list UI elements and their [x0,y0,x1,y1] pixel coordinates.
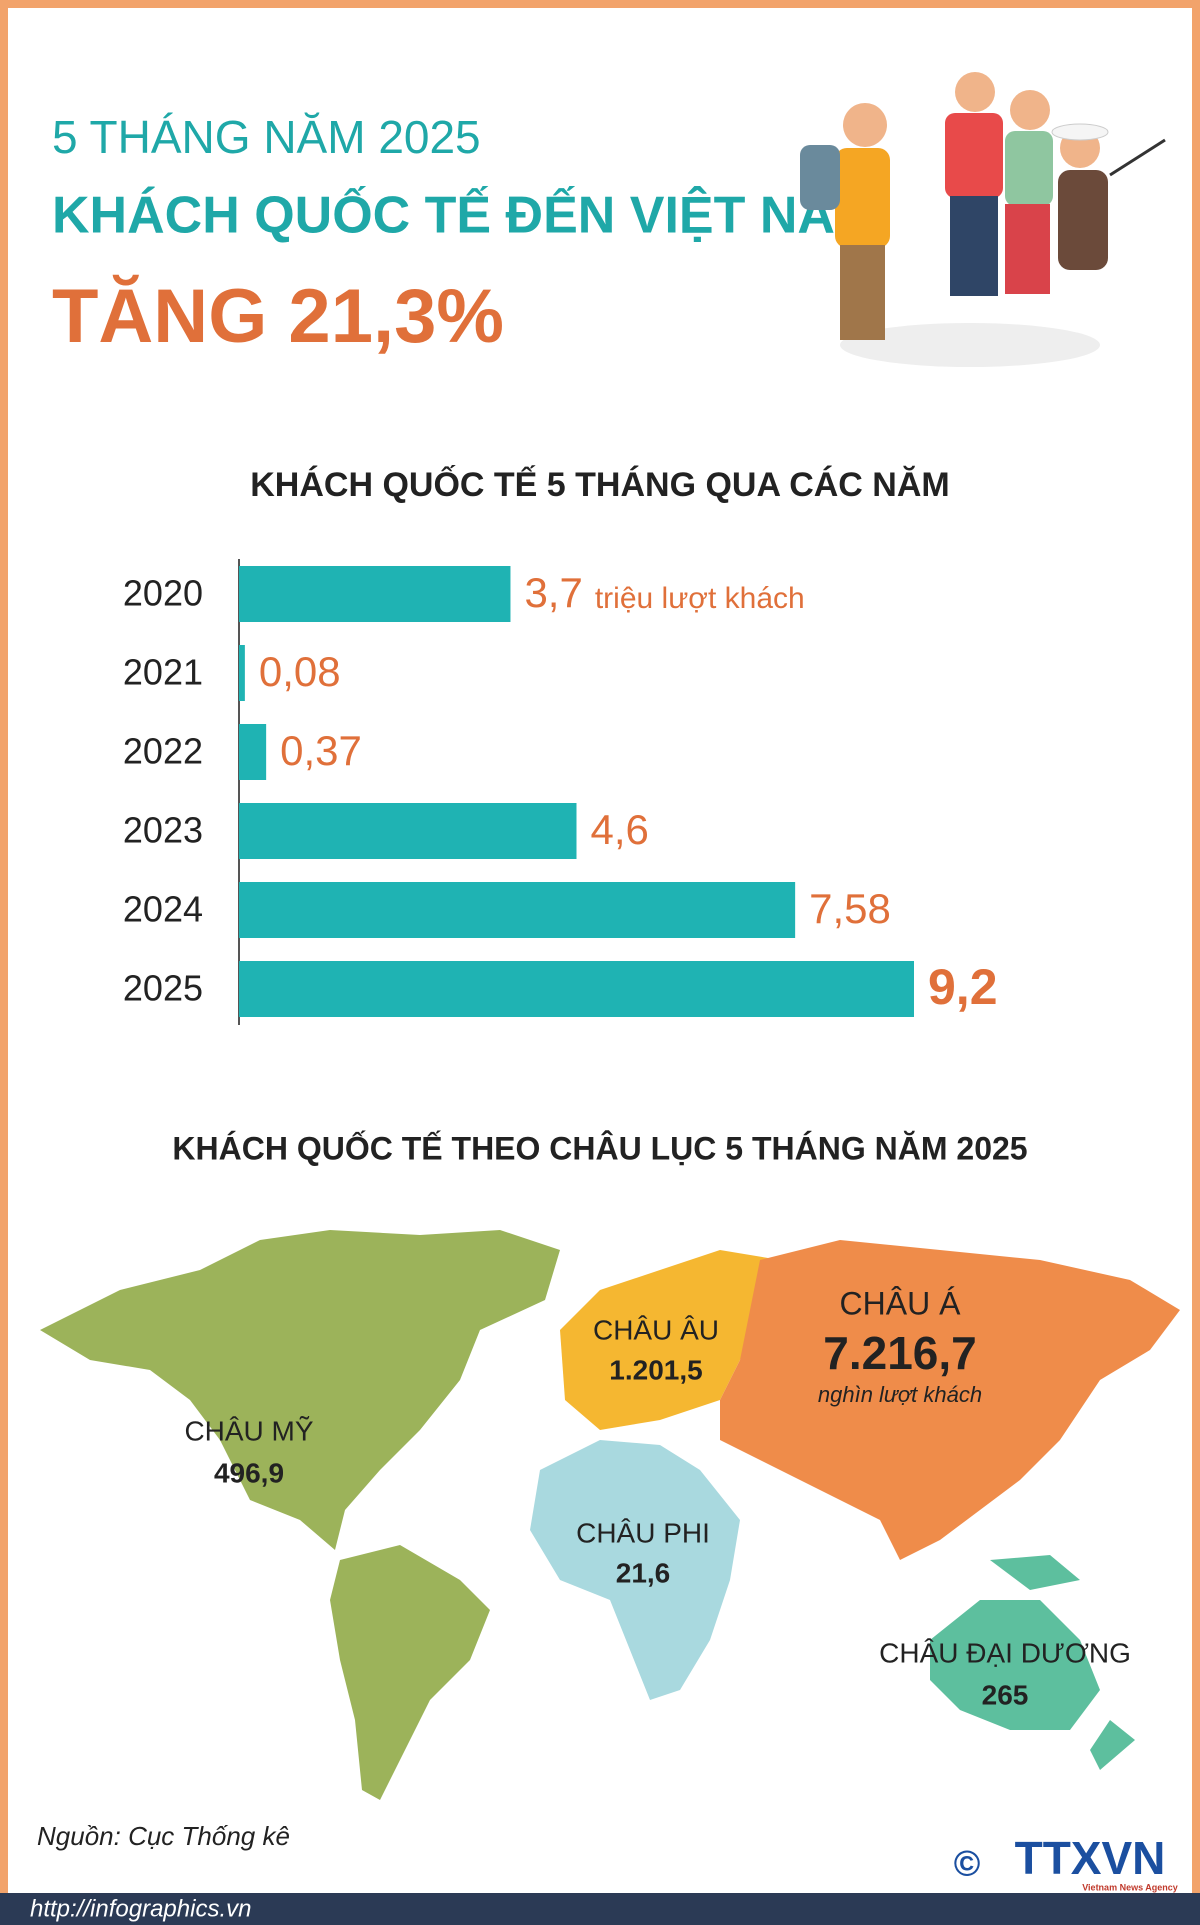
world-map [40,1230,1180,1800]
y-tick-label: 2025 [123,968,203,1009]
value-label: 7,58 [809,885,891,932]
region-value: 21,6 [616,1557,671,1588]
copyright: © [954,1843,981,1884]
bar [239,882,796,938]
region-asia [720,1240,1180,1560]
region-name: CHÂU ĐẠI DƯƠNG [879,1637,1131,1668]
tourists-illustration [800,72,1166,367]
region-oceania [930,1555,1135,1770]
region-europe [560,1250,780,1430]
bar [239,724,267,780]
bar [239,645,245,701]
bar [239,566,511,622]
unit-label: triệu lượt khách [595,582,805,615]
map-labels: CHÂU MỸ 496,9 CHÂU ÂU 1.201,5 CHÂU Á 7.2… [184,1285,1130,1710]
header-line3: TĂNG 21,3% [52,274,504,359]
bar-chart: 2020 3,7 triệu lượt khách 2021 0,08 2022 0,37 2… [123,566,998,1017]
agency: Vietnam News Agency [1082,1882,1178,1892]
y-tick-label: 2022 [123,731,203,772]
region-name: CHÂU MỸ [184,1415,313,1446]
value-label: 3,7 [524,569,582,616]
map-unit-label: nghìn lượt khách [818,1382,982,1407]
region-americas [40,1230,560,1550]
region-value: 1.201,5 [609,1354,702,1385]
chart-title: KHÁCH QUỐC TẾ 5 THÁNG QUA CÁC NĂM [250,465,950,504]
bar [239,961,914,1017]
region-name: CHÂU PHI [576,1517,710,1548]
region-value: 265 [982,1679,1029,1710]
value-label: 0,08 [259,648,341,695]
map-title: KHÁCH QUỐC TẾ THEO CHÂU LỤC 5 THÁNG NĂM … [172,1130,1027,1166]
region-value: 496,9 [214,1457,284,1488]
footer-band [0,1893,1200,1925]
region-americas-south [330,1545,490,1800]
y-tick-label: 2020 [123,573,203,614]
y-tick-label: 2023 [123,810,203,851]
header-line2: KHÁCH QUỐC TẾ ĐẾN VIỆT NAM [52,186,878,245]
bar [239,803,577,859]
source: Nguồn: Cục Thống kê [37,1821,290,1851]
logo: TTXVN [1015,1832,1166,1884]
region-africa [530,1440,740,1700]
value-label: 9,2 [928,959,998,1015]
value-label: 4,6 [591,806,649,853]
y-tick-label: 2021 [123,652,203,693]
region-name: CHÂU Á [840,1285,962,1321]
region-value: 7.216,7 [823,1327,976,1379]
header-line1: 5 THÁNG NĂM 2025 [52,111,481,163]
value-label: 0,37 [280,727,362,774]
y-tick-label: 2024 [123,889,203,930]
region-name: CHÂU ÂU [593,1314,719,1345]
footer-url: http://infographics.vn [30,1895,251,1922]
